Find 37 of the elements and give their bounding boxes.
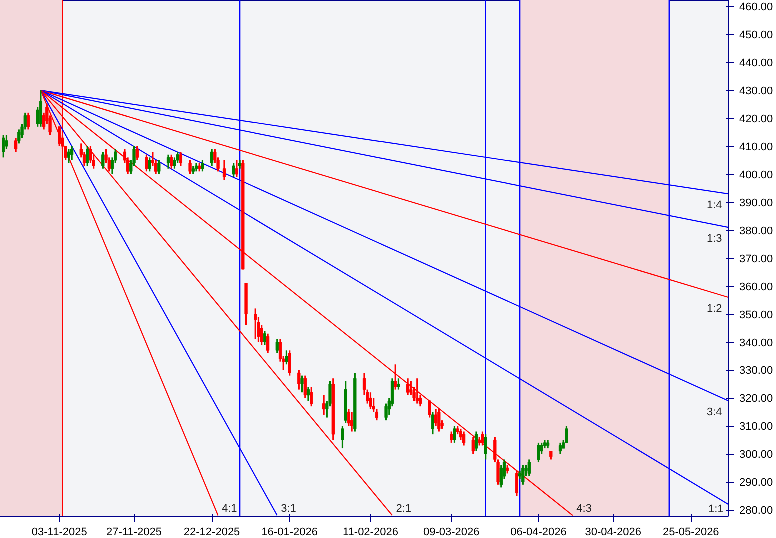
x-tick-label: 06-04-2026 [510,526,567,538]
y-tick-label: 420.00 [740,114,774,126]
series-label: 1:4 [706,200,722,212]
y-tick-label: 360.00 [740,281,774,294]
y-tick-label: 330.00 [740,365,774,378]
y-tick-label: 290.00 [740,477,774,490]
y-tick-label: 370.00 [740,253,774,266]
x-tick-label: 09-03-2026 [423,526,480,538]
y-tick-label: 340.00 [740,337,774,350]
y-tick-label: 400.00 [740,169,774,182]
series-label: 4:1 [222,502,238,515]
x-tick-label: 30-04-2026 [585,526,642,538]
series-label: 3:4 [706,406,722,419]
x-tick-label: 25-05-2026 [663,526,720,538]
series-label: 1:3 [706,233,722,246]
y-tick-label: 390.00 [740,197,774,210]
series-label: 3:1 [281,502,296,515]
series-label: 2:1 [396,502,412,515]
y-tick-label: 430.00 [740,86,774,98]
x-tick-label: 22-12-2025 [184,526,240,538]
x-tick-label: 27-11-2025 [106,526,162,538]
series-label: 1:1 [708,503,724,516]
y-tick-label: 380.00 [740,225,774,238]
y-tick-label: 440.00 [740,58,774,70]
y-tick-label: 300.00 [740,449,774,462]
y-tick-label: 410.00 [740,141,774,154]
x-tick-label: 16-01-2026 [262,526,318,538]
series-label: 4:3 [576,502,592,515]
x-tick-label: 03-11-2025 [32,526,88,538]
y-tick-label: 450.00 [740,30,774,42]
y-tick-label: 320.00 [740,393,774,406]
series-label: 1:2 [706,303,722,316]
x-tick-label: 11-02-2026 [342,526,398,538]
y-tick-label: 460.00 [740,2,774,14]
y-tick-label: 350.00 [740,309,774,322]
y-tick-label: 310.00 [740,421,774,434]
y-tick-label: 280.00 [740,505,774,518]
